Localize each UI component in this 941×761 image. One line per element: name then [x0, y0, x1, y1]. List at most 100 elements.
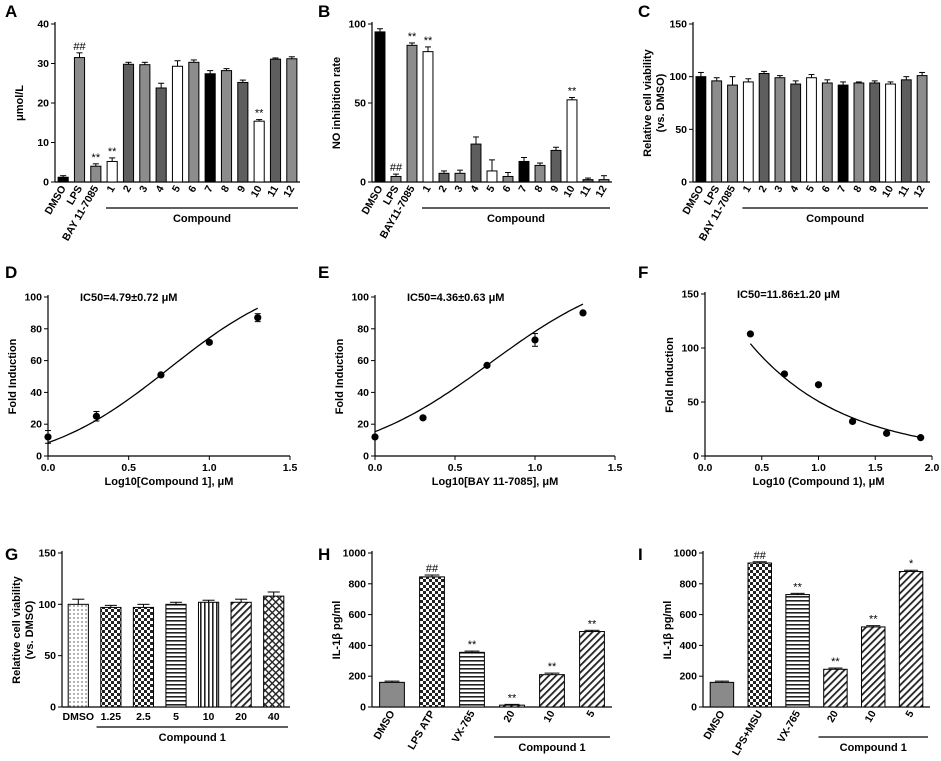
x-tick-label: 1.5: [283, 462, 298, 474]
panel-e: E 0 20 40 60 80 100 Fold Induction 0.0 0.5 1.0 1.5 L…: [318, 263, 622, 488]
bar: [885, 83, 896, 183]
x-tick-label: 8: [532, 183, 545, 194]
bar: [869, 82, 881, 183]
bar: [459, 651, 485, 708]
x-tick-label: LPS ATP: [406, 709, 438, 752]
x-tick-label: 1.5: [868, 462, 883, 474]
bar: [806, 77, 817, 183]
data-point: [205, 338, 213, 346]
x-axis-label: Log10[Compound 1], μM: [105, 476, 234, 488]
y-axis-label: Relative cell viability: [642, 48, 654, 156]
x-tick-label: 2: [756, 183, 769, 194]
x-tick-label: 5: [170, 183, 183, 194]
y-tick-label: 10: [37, 137, 49, 149]
panel-letter: E: [318, 263, 329, 282]
bar: [122, 63, 135, 183]
y-axis-label: Fold Induction: [334, 338, 346, 414]
fit-curve: [374, 303, 584, 433]
x-tick-label: 1: [104, 183, 117, 194]
x-tick-label: 20: [501, 708, 517, 724]
x-tick-label: 40: [268, 711, 280, 723]
bar: [237, 81, 249, 183]
x-tick-label: 7: [516, 183, 529, 194]
significance-label: **: [568, 85, 577, 97]
data-point: [157, 371, 165, 379]
bar: [785, 594, 810, 708]
y-tick-label: 50: [44, 650, 56, 662]
y-tick-label: 0: [43, 177, 49, 189]
group-label: Compound: [487, 213, 545, 225]
y-tick-label: 30: [37, 58, 49, 70]
x-tick-label: 12: [593, 183, 609, 199]
bar: [742, 81, 754, 183]
bar: [390, 175, 402, 183]
y-tick-label: 20: [30, 419, 42, 431]
y-tick-label: 0: [681, 177, 687, 189]
significance-label: **: [548, 661, 557, 673]
x-tick-label: 1.0: [811, 462, 826, 474]
bar: [422, 51, 434, 183]
bar: [230, 601, 252, 708]
x-tick-label: 11: [896, 183, 912, 199]
bar: [57, 176, 69, 183]
x-axis-label: Log10[BAY 11-7085], μM: [432, 476, 559, 488]
y-tick-label: 20: [357, 419, 369, 431]
x-tick-label: 11: [265, 183, 281, 199]
y-axis-label-line2: (vs. DMSO): [24, 600, 36, 659]
group-label: Compound: [173, 213, 231, 225]
panel-g: G 0 50 100 150 Relative cell viability (vs. DM…: [5, 545, 290, 744]
data-point: [848, 417, 857, 426]
bar: [518, 160, 530, 183]
group-label: Compound: [806, 213, 864, 225]
y-tick-label: 0: [363, 451, 369, 463]
bar: [100, 606, 122, 708]
bar: [155, 87, 167, 183]
bar: [695, 76, 707, 183]
x-tick-label: 4: [153, 183, 166, 194]
bar: [916, 75, 928, 183]
significance-label: **: [508, 692, 517, 704]
significance-label: **: [869, 614, 878, 626]
x-tick-label: 6: [500, 183, 513, 194]
bar: [139, 64, 151, 183]
x-tick-label: 20: [825, 708, 841, 724]
bar: [727, 84, 738, 183]
bar: [379, 681, 405, 708]
bar: [747, 562, 772, 708]
data-point: [814, 381, 823, 389]
data-point: [883, 429, 891, 437]
bar: [438, 172, 450, 183]
group-label: Compound 1: [518, 742, 585, 754]
significance-label: **: [255, 108, 264, 120]
x-tick-label: 0.5: [121, 462, 136, 474]
ic50-annotation: IC50=4.79±0.72 μM: [80, 292, 177, 304]
bar: [534, 164, 546, 183]
x-tick-label: 10: [880, 183, 896, 199]
bar: [106, 160, 118, 183]
bar: [220, 70, 233, 183]
y-axis-label-line2: (vs. DMSO): [655, 73, 667, 132]
data-point: [531, 336, 539, 344]
y-tick-label: 100: [351, 292, 369, 304]
y-tick-label: 40: [30, 387, 42, 399]
ic50-annotation: IC50=4.36±0.63 μM: [407, 292, 504, 304]
x-tick-label: 0.0: [368, 462, 383, 474]
panel-letter: C: [638, 2, 650, 21]
panel-letter: A: [5, 2, 17, 21]
bar: [263, 595, 285, 708]
x-tick-label: 2.5: [136, 711, 151, 723]
y-axis-label: Relative cell viability: [11, 575, 23, 683]
fit-curve: [47, 307, 258, 444]
x-tick-label: 11: [578, 183, 594, 199]
panel-c: C 0 50 100 150 Relative cell viability (vs. DM…: [638, 2, 930, 243]
bar: [73, 57, 86, 183]
bar: [165, 603, 187, 708]
y-tick-label: 0: [50, 702, 56, 714]
data-point: [780, 370, 789, 378]
bar: [470, 143, 482, 183]
x-tick-label: 20: [235, 711, 247, 723]
data-point: [483, 361, 491, 369]
y-tick-label: 20: [37, 98, 49, 110]
x-axis-label: Log10 (Compound 1), μM: [753, 476, 885, 488]
x-tick-label: 6: [186, 183, 199, 194]
